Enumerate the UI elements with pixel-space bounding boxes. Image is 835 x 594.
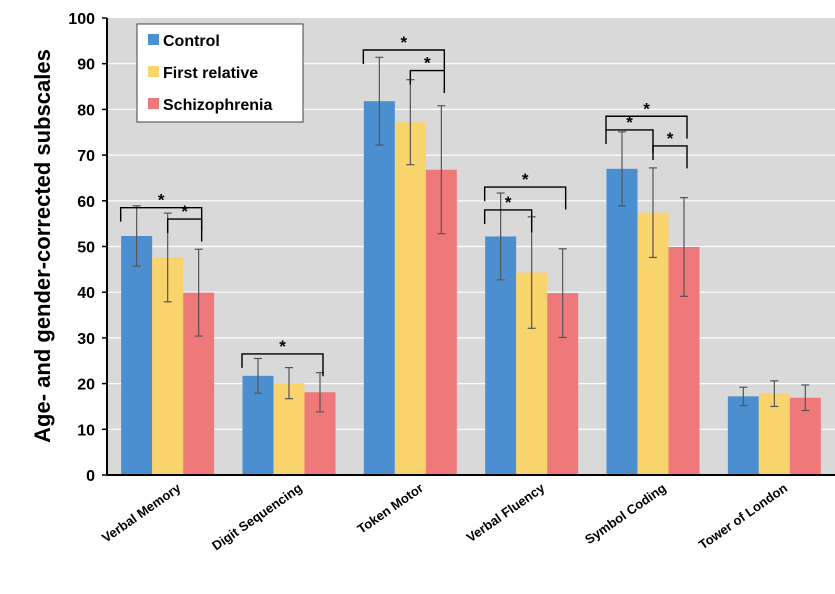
x-tick-label: Token Motor bbox=[354, 480, 426, 536]
significance-bracket bbox=[605, 129, 654, 153]
y-tick-label: 90 bbox=[77, 57, 95, 74]
significance-bracket bbox=[362, 49, 446, 73]
significance-star: * bbox=[522, 170, 529, 189]
bars bbox=[121, 101, 821, 476]
significance-brackets: * * * * * * * * * * bbox=[119, 33, 688, 377]
significance-star: * bbox=[667, 129, 674, 148]
significance-star: * bbox=[401, 33, 408, 52]
legend-box bbox=[136, 23, 304, 123]
x-tick-label: Symbol Coding bbox=[582, 480, 669, 547]
significance-star: * bbox=[279, 337, 286, 356]
y-tick-label: 0 bbox=[86, 468, 95, 485]
significance-star: * bbox=[643, 99, 650, 118]
significance-bracket bbox=[652, 145, 688, 169]
y-tick-label: 10 bbox=[77, 422, 95, 439]
significance-bracket bbox=[483, 186, 567, 210]
legend-label-control: Control bbox=[163, 33, 220, 50]
y-tick-label: 30 bbox=[77, 331, 95, 348]
bar bbox=[394, 122, 426, 476]
significance-bracket bbox=[166, 218, 203, 242]
y-tick-label: 60 bbox=[77, 194, 95, 211]
bar bbox=[727, 396, 759, 475]
legend-label-first-relative: First relative bbox=[163, 65, 258, 82]
significance-star: * bbox=[626, 113, 633, 132]
significance-star: * bbox=[505, 193, 512, 212]
bar bbox=[121, 235, 153, 475]
significance-bracket bbox=[409, 69, 446, 93]
y-tick-label: 70 bbox=[77, 148, 95, 165]
legend-label-schizophrenia: Schizophrenia bbox=[163, 97, 272, 114]
x-tick-labels: Verbal Memory Digit Sequencing Token Motor… bbox=[99, 480, 790, 554]
legend-swatch-control bbox=[148, 34, 159, 45]
y-tick-label: 20 bbox=[77, 377, 95, 394]
legend-swatch-first-relative bbox=[148, 66, 159, 77]
y-tick-label: 50 bbox=[77, 240, 95, 257]
significance-bracket bbox=[241, 353, 324, 377]
significance-bracket bbox=[483, 209, 533, 233]
y-tick-label: 40 bbox=[77, 285, 95, 302]
bar bbox=[758, 393, 790, 475]
x-tick-label: Verbal Memory bbox=[99, 480, 184, 546]
y-ticks: 0 10 20 30 40 50 60 70 80 90 100 bbox=[68, 11, 107, 485]
bar bbox=[606, 168, 638, 475]
x-tick-label: Tower of London bbox=[696, 480, 790, 552]
significance-bracket bbox=[605, 115, 688, 139]
significance-star: * bbox=[181, 202, 188, 221]
y-tick-label: 100 bbox=[68, 11, 95, 28]
significance-star: * bbox=[424, 54, 431, 73]
bar bbox=[363, 101, 395, 475]
significance-star: * bbox=[158, 191, 165, 210]
x-tick-label: Digit Sequencing bbox=[209, 480, 305, 553]
x-tick-label: Verbal Fluency bbox=[464, 480, 548, 545]
y-axis-title: Age- and gender-corrected subscales bbox=[30, 49, 55, 443]
legend: Control First relative Schizophrenia bbox=[136, 23, 304, 123]
y-tick-label: 80 bbox=[77, 102, 95, 119]
legend-swatch-schizophrenia bbox=[148, 98, 159, 109]
